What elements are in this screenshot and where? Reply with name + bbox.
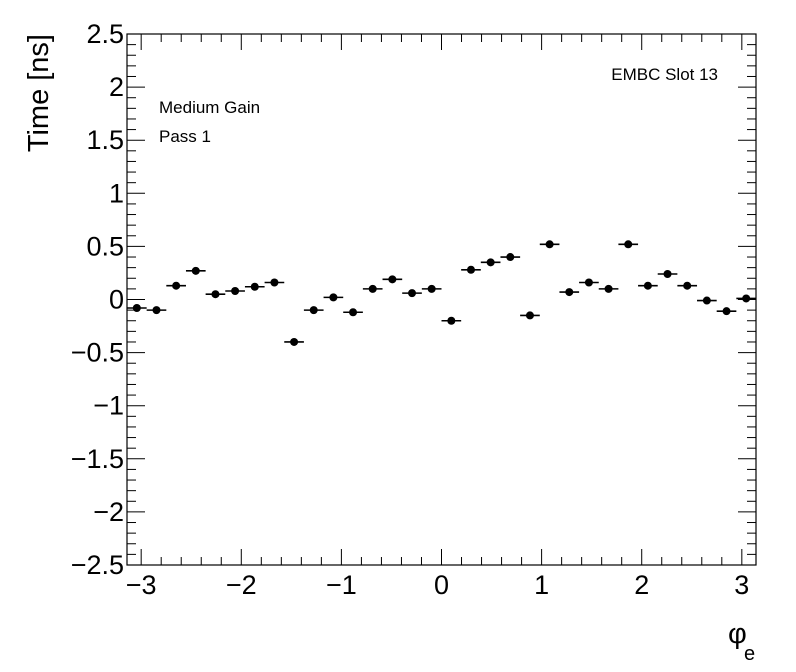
x-tick-label: 2 bbox=[634, 570, 649, 600]
annotation-pass: Pass 1 bbox=[159, 127, 211, 146]
data-point bbox=[506, 253, 515, 262]
data-point bbox=[427, 284, 436, 293]
data-point bbox=[525, 311, 534, 320]
data-point bbox=[211, 290, 220, 299]
x-axis-title-subscript: e bbox=[744, 643, 755, 665]
data-point bbox=[309, 306, 318, 315]
data-point bbox=[466, 265, 475, 274]
x-tick-label: 3 bbox=[734, 570, 749, 600]
axis-ticks bbox=[127, 33, 756, 566]
x-tick-label: −3 bbox=[126, 570, 157, 600]
x-axis-title: φ bbox=[728, 618, 747, 650]
data-point bbox=[172, 281, 181, 290]
annotation-gain: Medium Gain bbox=[159, 98, 260, 117]
data-point bbox=[191, 266, 200, 275]
data-point bbox=[152, 306, 161, 315]
y-tick-label: 1 bbox=[109, 178, 124, 208]
data-point bbox=[368, 284, 377, 293]
data-points bbox=[127, 240, 756, 346]
y-tick-label: −1 bbox=[93, 391, 124, 421]
data-point bbox=[270, 278, 279, 287]
annotation-slot: EMBC Slot 13 bbox=[611, 65, 718, 84]
y-tick-label: 0 bbox=[109, 285, 124, 315]
data-point bbox=[545, 240, 554, 249]
data-point bbox=[486, 258, 495, 267]
y-axis-title: Time [ns] bbox=[23, 34, 55, 152]
data-point bbox=[329, 293, 338, 302]
data-point bbox=[643, 281, 652, 290]
data-point bbox=[742, 294, 751, 303]
data-point bbox=[132, 303, 141, 312]
y-tick-label: 0.5 bbox=[86, 231, 124, 261]
data-point bbox=[250, 282, 259, 291]
data-point bbox=[565, 288, 574, 297]
y-tick-label: 2 bbox=[109, 72, 124, 102]
data-point bbox=[624, 240, 633, 249]
x-tick-label: 0 bbox=[434, 570, 449, 600]
data-point bbox=[388, 275, 397, 284]
tick-labels: 2.5 2 1.5 1 0.5 0 −0.5 −1 −1.5 −2 −2.5−3 −2 −1 0 1 2 3 bbox=[71, 19, 750, 600]
y-tick-label: 1.5 bbox=[86, 125, 124, 155]
y-tick-label: −2 bbox=[93, 497, 124, 527]
y-tick-label: −2.5 bbox=[71, 550, 124, 580]
data-point bbox=[408, 289, 417, 298]
data-point bbox=[663, 270, 672, 279]
y-tick-label: −0.5 bbox=[71, 338, 124, 368]
y-tick-label: 2.5 bbox=[86, 19, 124, 49]
data-point bbox=[290, 337, 299, 346]
x-tick-label: −1 bbox=[326, 570, 357, 600]
y-tick-label: −1.5 bbox=[71, 444, 124, 474]
data-point bbox=[702, 296, 711, 305]
data-point bbox=[447, 316, 456, 325]
x-tick-label: −2 bbox=[226, 570, 257, 600]
data-point bbox=[604, 284, 613, 293]
data-point bbox=[683, 281, 692, 290]
data-point bbox=[349, 308, 358, 317]
x-tick-label: 1 bbox=[534, 570, 549, 600]
data-point bbox=[231, 287, 240, 296]
data-point bbox=[722, 307, 731, 316]
data-point bbox=[584, 278, 593, 287]
